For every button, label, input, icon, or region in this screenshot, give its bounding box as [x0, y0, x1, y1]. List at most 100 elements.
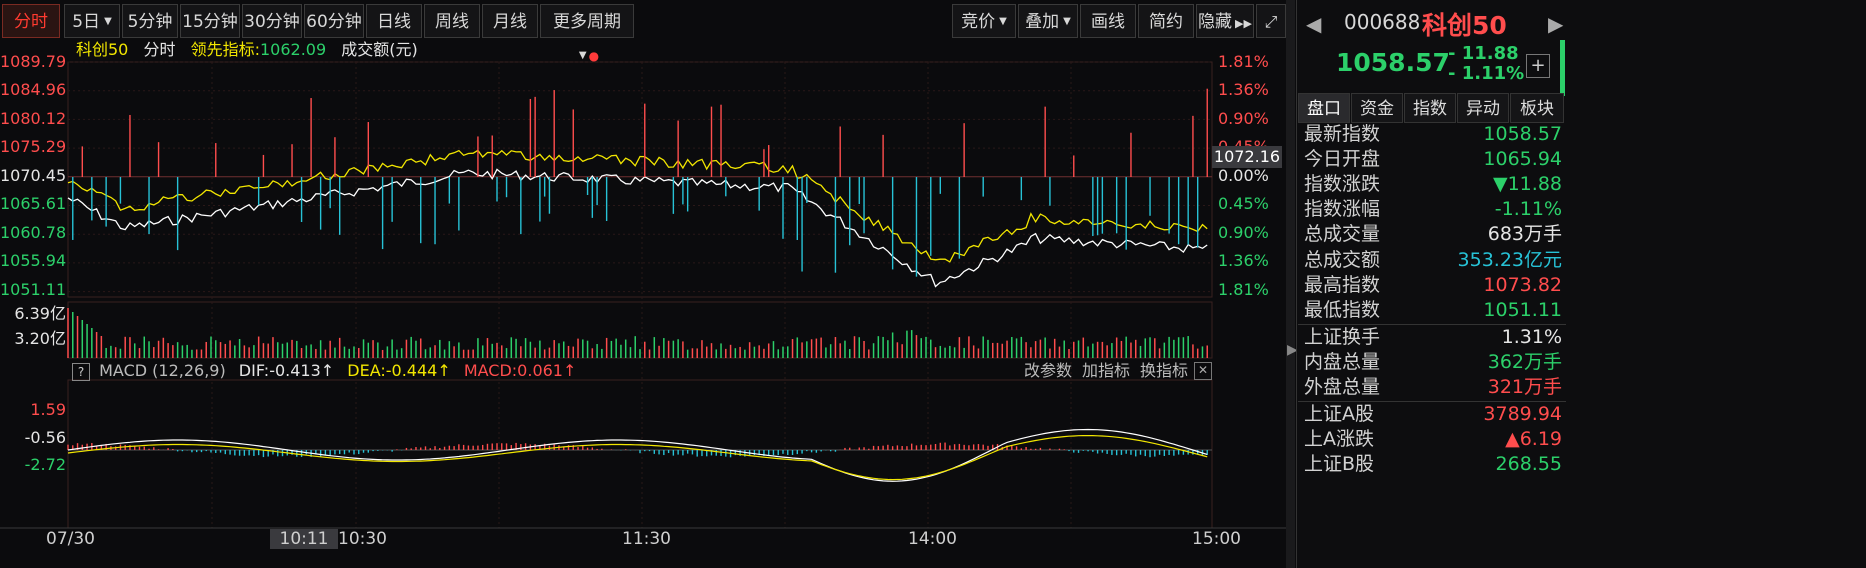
- stat-row: 内盘总量 362万手: [1304, 350, 1562, 375]
- stat-label: 最新指数: [1304, 123, 1381, 145]
- chevron-down-icon: ▼: [104, 16, 112, 27]
- help-icon[interactable]: ?: [72, 362, 90, 381]
- period-tab-weekly[interactable]: 周线: [424, 4, 480, 38]
- pct-axis-label: 0.45%: [1218, 194, 1269, 213]
- stat-value: ▼11.88: [1492, 173, 1562, 196]
- quote-change-pct: - 1.11%: [1448, 63, 1525, 84]
- prev-arrow-icon[interactable]: ◀: [1306, 12, 1322, 36]
- stat-value: ▲6.19: [1505, 428, 1562, 451]
- panel-tab-sector[interactable]: 板块: [1510, 93, 1564, 123]
- stat-row: 总成交额 353.23亿元: [1304, 248, 1562, 273]
- panel-tab-index[interactable]: 指数: [1404, 93, 1456, 123]
- price-axis-label: 1089.79: [0, 52, 67, 71]
- more-periods-menu[interactable]: 更多周期 ▼ ●: [540, 4, 634, 63]
- stat-value: 3789.94: [1483, 403, 1562, 426]
- next-arrow-icon[interactable]: ▶: [1548, 12, 1564, 36]
- notification-dot-icon: ●: [588, 49, 600, 63]
- chevron-down-icon: ▼: [999, 16, 1007, 27]
- period-tab-30min[interactable]: 30分钟: [242, 4, 302, 38]
- stat-value: 1.31%: [1501, 325, 1562, 348]
- stat-value: 268.55: [1495, 453, 1562, 476]
- last-price-tag: 1072.16: [1212, 146, 1282, 168]
- macd-dif: DIF:-0.413↑: [238, 361, 335, 380]
- time-label-date: 07/30: [46, 529, 95, 549]
- macd-value: MACD:0.061↑: [463, 361, 577, 380]
- period-label: 5日: [72, 12, 101, 32]
- stat-value: 353.23亿元: [1457, 248, 1562, 271]
- panel-tab-funds[interactable]: 资金: [1351, 93, 1403, 123]
- fullscreen-icon[interactable]: ⤢: [1256, 4, 1286, 38]
- double-chevron-right-icon: ▶▶: [1235, 17, 1252, 30]
- price-axis-label: 1080.12: [0, 109, 67, 128]
- time-label-1500: 15:00: [1192, 529, 1241, 549]
- period-tab-15min[interactable]: 15分钟: [180, 4, 240, 38]
- chevron-down-icon: ▼: [578, 50, 587, 61]
- stat-row: 最低指数 1051.11: [1304, 298, 1562, 323]
- price-axis-label: 1055.94: [0, 251, 67, 270]
- stat-value: 1051.11: [1483, 298, 1562, 321]
- add-watchlist-button[interactable]: +: [1526, 54, 1550, 78]
- stat-row: 上证换手 1.31%: [1304, 325, 1562, 350]
- pct-axis-label: 0.90%: [1218, 109, 1269, 128]
- legend-name: 科创50: [76, 40, 129, 59]
- auction-menu[interactable]: 竞价 ▼: [952, 4, 1016, 38]
- time-crosshair-tag: 10:11: [270, 529, 338, 549]
- stat-value: 362万手: [1487, 350, 1562, 373]
- legend-mode: 分时: [143, 40, 176, 59]
- macd-axis-top: 1.59: [30, 400, 66, 419]
- scrollbar-thumb[interactable]: [1560, 40, 1565, 96]
- macd-dif-line: [67, 428, 1208, 482]
- stat-label: 上证A股: [1304, 403, 1374, 426]
- time-label-1130: 11:30: [622, 529, 671, 549]
- period-tab-5day[interactable]: 5日 ▼: [64, 4, 120, 38]
- quote-change: - 11.88: [1448, 43, 1519, 64]
- macd-dea: DEA:-0.444↑: [347, 361, 451, 380]
- stat-row: 上证A股 3789.94: [1304, 402, 1562, 427]
- simple-mode-button[interactable]: 简约: [1138, 4, 1194, 38]
- period-tab-daily[interactable]: 日线: [366, 4, 422, 38]
- switch-indicator-button[interactable]: 换指标: [1140, 361, 1189, 380]
- add-indicator-button[interactable]: 加指标: [1082, 361, 1131, 380]
- stat-label: 内盘总量: [1304, 350, 1381, 373]
- stat-row: 最高指数 1073.82: [1304, 273, 1562, 298]
- period-tab-monthly[interactable]: 月线: [482, 4, 538, 38]
- panel-tab-movement[interactable]: 异动: [1457, 93, 1509, 123]
- time-label-1030: 10:30: [338, 529, 387, 549]
- stat-row: 今日开盘 1065.94: [1304, 147, 1562, 172]
- legend-turnover: 成交额(元): [341, 40, 418, 59]
- pct-axis-label: 0.00%: [1218, 166, 1269, 185]
- price-axis-label: 1060.78: [0, 223, 67, 242]
- more-periods-label: 更多周期: [553, 12, 621, 32]
- stat-label: 今日开盘: [1304, 148, 1381, 171]
- index-price-line: [67, 168, 1208, 288]
- intraday-chart[interactable]: [0, 40, 1292, 540]
- divider: [1298, 323, 1566, 325]
- stat-row: 上A涨跌 ▲6.19: [1304, 427, 1562, 452]
- draw-line-button[interactable]: 画线: [1080, 4, 1136, 38]
- close-icon[interactable]: ✕: [1194, 362, 1212, 380]
- panel-splitter[interactable]: [1286, 0, 1295, 568]
- volume-axis-max: 6.39亿: [14, 304, 66, 323]
- period-tab-5min[interactable]: 5分钟: [122, 4, 178, 38]
- pct-axis-label: 1.81%: [1218, 280, 1269, 299]
- period-tab-intraday[interactable]: 分时: [2, 4, 60, 38]
- stat-row: 最新指数 1058.57: [1304, 122, 1562, 147]
- macd-header: ? MACD (12,26,9) DIF:-0.413↑ DEA:-0.444↑…: [72, 360, 1214, 382]
- stat-value: 1065.94: [1483, 148, 1562, 171]
- stat-label: 上A涨跌: [1304, 428, 1374, 451]
- change-params-button[interactable]: 改参数: [1024, 361, 1073, 380]
- price-axis-label: 1065.61: [0, 194, 67, 213]
- panel-tab-order-book[interactable]: 盘口: [1298, 93, 1350, 123]
- expand-arrow-icon[interactable]: ▶: [1287, 342, 1298, 358]
- quote-price: 1058.57: [1336, 48, 1450, 77]
- quote-name: 科创50: [1422, 11, 1507, 40]
- overlay-menu[interactable]: 叠加 ▼: [1018, 4, 1078, 38]
- hide-button[interactable]: 隐藏 ▶▶: [1196, 4, 1254, 38]
- price-axis-label: 1075.29: [0, 137, 67, 156]
- price-pane-frame: [67, 61, 1213, 298]
- price-axis-label: 1051.11: [0, 280, 67, 299]
- pct-axis-label: 0.90%: [1218, 223, 1269, 242]
- stat-value: 1058.57: [1483, 123, 1562, 145]
- period-tab-60min[interactable]: 60分钟: [304, 4, 364, 38]
- macd-title: MACD (12,26,9): [99, 361, 226, 380]
